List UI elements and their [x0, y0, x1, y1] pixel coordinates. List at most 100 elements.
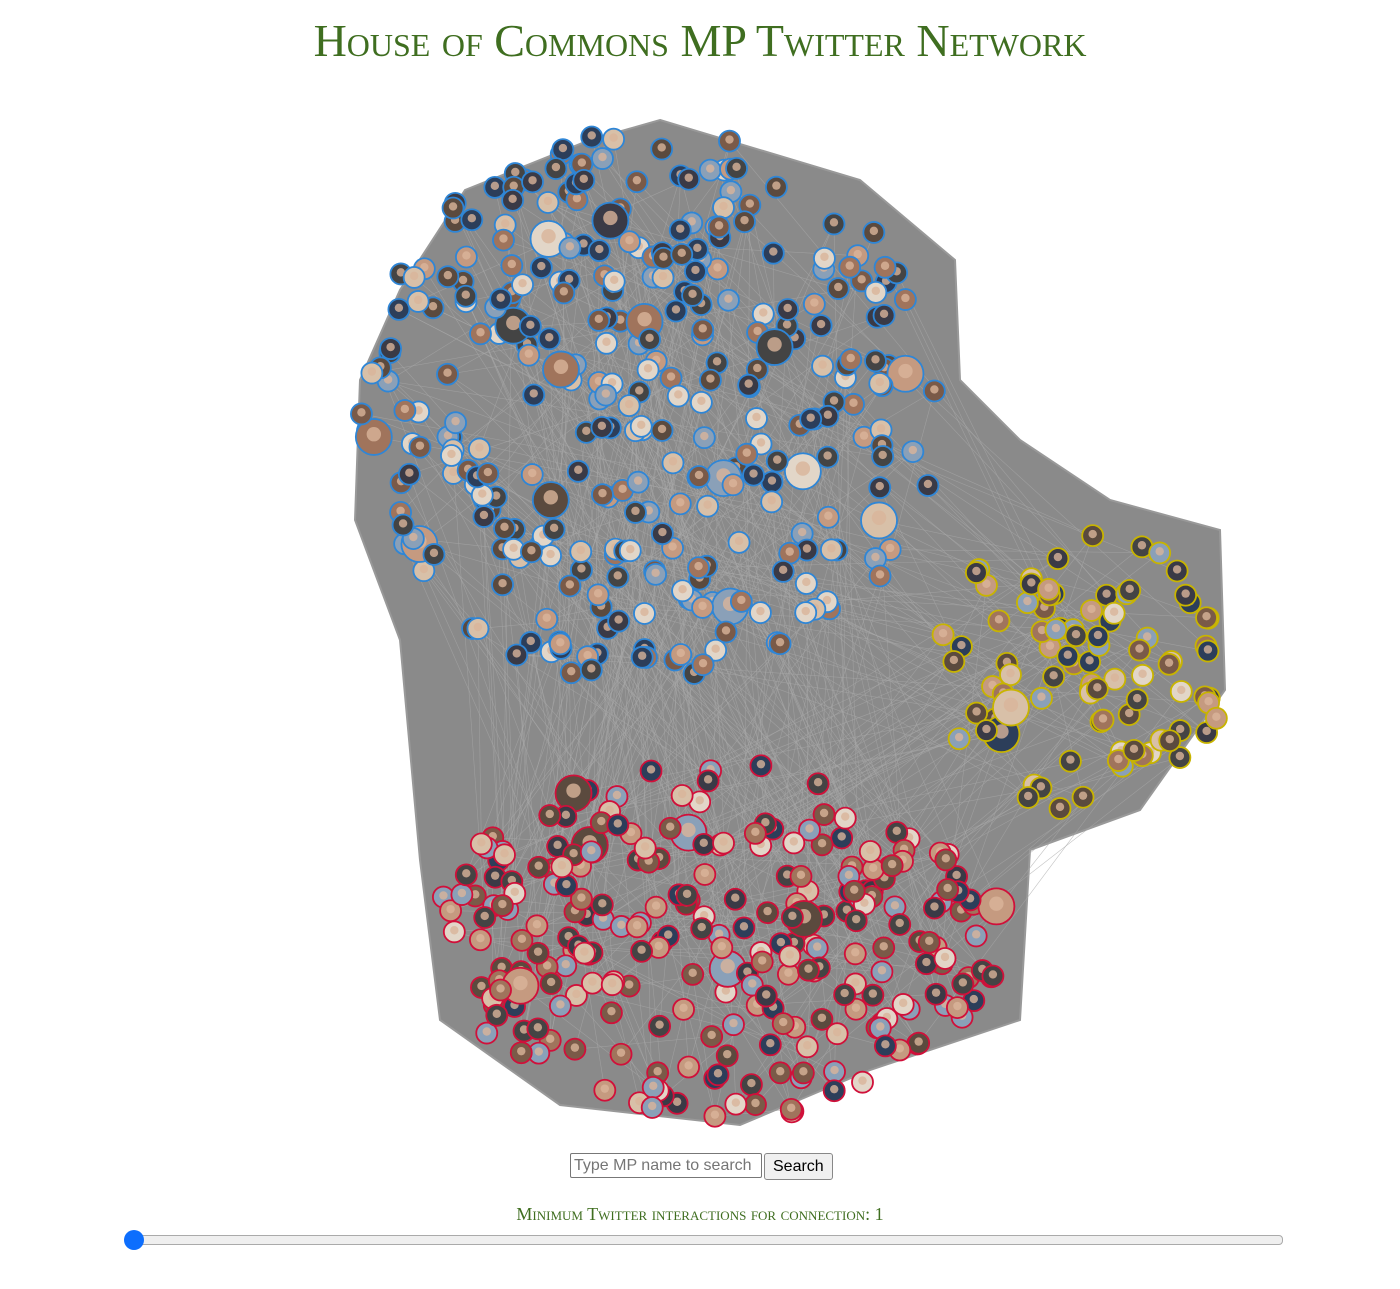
mp-face: [739, 922, 749, 931]
mp-face: [954, 732, 964, 742]
mp-face: [579, 239, 588, 248]
search-input[interactable]: [570, 1153, 762, 1178]
mp-face: [614, 615, 623, 624]
mp-face: [895, 918, 904, 928]
mp-face: [607, 1006, 616, 1016]
mp-face: [773, 455, 782, 464]
mp-face: [612, 790, 622, 800]
mp-face: [1093, 630, 1103, 640]
mp-face: [616, 1048, 626, 1057]
mp-face: [931, 988, 941, 997]
mp-face: [443, 368, 452, 377]
mp-face: [654, 941, 663, 951]
mp-face: [816, 319, 826, 329]
mp-face: [858, 1076, 867, 1085]
mp-face: [646, 765, 656, 774]
mp-face: [940, 952, 950, 962]
slider-track[interactable]: [133, 1235, 1283, 1245]
mp-face: [776, 937, 786, 947]
mp-face: [643, 364, 653, 373]
mp-face: [756, 438, 766, 447]
mp-face: [721, 626, 731, 635]
mp-face: [574, 465, 583, 474]
mp-face: [885, 543, 895, 553]
search-button[interactable]: Search: [764, 1153, 833, 1180]
mp-face: [549, 523, 559, 533]
mp-face: [1177, 685, 1186, 695]
mp-face: [587, 846, 596, 855]
mp-face: [546, 977, 556, 987]
mp-face: [533, 947, 543, 956]
edge: [823, 377, 846, 916]
mp-face: [1203, 645, 1213, 654]
mp-face: [1078, 791, 1088, 800]
mp-face: [930, 385, 939, 394]
mp-face: [802, 544, 812, 553]
mp-face: [527, 546, 536, 555]
edge: [810, 419, 874, 870]
mp-face: [645, 333, 654, 343]
mp-face: [747, 1078, 756, 1088]
mp-face: [598, 488, 607, 498]
mp-face: [613, 819, 622, 828]
mp-face: [994, 724, 1009, 739]
network-graph[interactable]: [0, 0, 1400, 1140]
edge: [402, 524, 602, 823]
mp-face: [443, 431, 453, 440]
mp-face: [810, 298, 819, 307]
mp-face: [871, 510, 887, 525]
mp-face: [528, 468, 537, 478]
mp-face: [1165, 734, 1174, 744]
edge: [833, 223, 846, 819]
mp-face: [767, 476, 777, 485]
mp-face: [1003, 697, 1019, 713]
mp-face: [844, 870, 854, 879]
mp-face: [409, 532, 418, 542]
mp-face: [846, 353, 855, 363]
mp-face: [875, 481, 884, 491]
mp-face: [869, 863, 878, 873]
mp-face: [749, 469, 758, 478]
mp-face: [601, 389, 611, 398]
mp-face: [1063, 650, 1073, 659]
mp-face: [1109, 607, 1119, 616]
edge: [723, 207, 1207, 647]
mp-face: [717, 941, 727, 951]
mp-face: [509, 543, 518, 552]
mp-face: [597, 421, 607, 430]
mp-face: [853, 249, 862, 259]
slider-thumb[interactable]: [124, 1230, 144, 1250]
mp-face: [572, 989, 581, 999]
mp-face: [751, 1098, 760, 1108]
mp-face: [721, 986, 731, 995]
mp-face: [714, 221, 724, 230]
mp-face: [561, 959, 570, 969]
mp-face: [677, 248, 686, 257]
mp-face: [462, 251, 471, 260]
mp-face: [971, 930, 981, 939]
mp-face: [785, 547, 794, 556]
mp-face: [664, 930, 673, 939]
mp-face: [803, 1041, 812, 1050]
edge: [620, 634, 944, 1055]
mp-face: [719, 201, 728, 211]
edge: [466, 360, 876, 876]
mp-face: [737, 595, 746, 605]
edge: [890, 549, 1160, 554]
mp-face: [969, 994, 978, 1004]
mp-face: [475, 443, 484, 452]
mp-face: [513, 975, 528, 991]
mp-face: [830, 1084, 839, 1094]
mp-face: [543, 490, 558, 505]
mp-face: [819, 808, 829, 818]
mp-face: [543, 196, 553, 206]
mp-face: [477, 838, 486, 847]
mp-face: [788, 911, 797, 921]
mp-face: [367, 367, 377, 376]
mp-face: [609, 133, 618, 142]
mp-face: [875, 570, 885, 579]
mp-face: [796, 870, 806, 880]
mp-face: [763, 906, 772, 916]
mp-face: [908, 445, 918, 455]
